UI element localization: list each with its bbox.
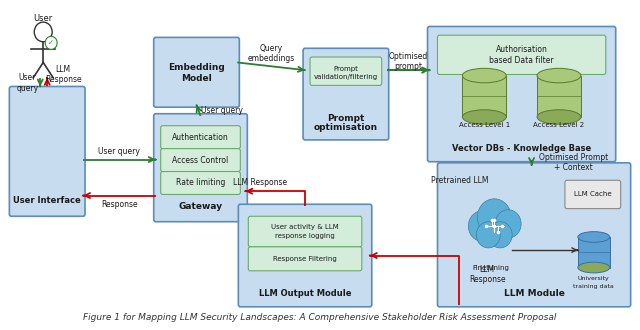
Circle shape [45,36,57,49]
FancyBboxPatch shape [154,37,239,107]
Text: optimisation: optimisation [314,123,378,132]
Text: LLM Cache: LLM Cache [574,191,612,197]
FancyBboxPatch shape [238,204,372,307]
Text: Access Level 2: Access Level 2 [533,122,584,128]
FancyBboxPatch shape [303,48,388,140]
Circle shape [477,199,511,236]
Ellipse shape [462,68,506,83]
FancyBboxPatch shape [248,216,362,247]
Text: training data: training data [573,283,614,288]
Text: University: University [578,276,610,281]
Circle shape [468,211,496,241]
Text: LLM Module: LLM Module [504,289,564,298]
FancyBboxPatch shape [428,26,616,162]
Text: Finetuning: Finetuning [473,265,509,271]
Text: LLM Output Module: LLM Output Module [259,289,351,298]
Bar [537,76,581,117]
Text: Optimised
prompt: Optimised prompt [388,52,428,71]
Text: Embedding: Embedding [168,63,225,72]
Text: Access Control: Access Control [172,155,228,165]
Text: LLM
Response: LLM Response [45,65,81,84]
Ellipse shape [537,68,581,83]
Bar [462,76,506,117]
Text: LLM Response: LLM Response [233,178,287,187]
Text: Model: Model [181,74,212,83]
Text: Access Level 1: Access Level 1 [459,122,510,128]
Text: Query
embeddings: Query embeddings [248,44,295,63]
FancyBboxPatch shape [565,180,621,209]
Text: response logging: response logging [275,233,335,239]
Text: Figure 1 for Mapping LLM Security Landscapes: A Comprehensive Stakeholder Risk A: Figure 1 for Mapping LLM Security Landsc… [83,313,557,322]
Ellipse shape [578,232,610,242]
FancyBboxPatch shape [438,35,605,75]
Text: User activity & LLM: User activity & LLM [271,224,339,230]
FancyBboxPatch shape [438,163,630,307]
Text: Vector DBs - Knowledge Base: Vector DBs - Knowledge Base [452,144,591,153]
Text: based Data filter: based Data filter [490,56,554,65]
Circle shape [488,222,512,248]
Ellipse shape [462,110,506,124]
Circle shape [476,222,500,248]
FancyBboxPatch shape [161,148,241,172]
Text: Prompt: Prompt [333,66,358,72]
Circle shape [35,22,52,42]
Text: Gateway: Gateway [179,202,223,211]
Text: User query: User query [99,148,140,156]
Text: Rate limiting: Rate limiting [176,179,225,187]
Text: Response: Response [101,200,138,209]
Text: User: User [33,14,53,23]
FancyBboxPatch shape [154,114,247,222]
Ellipse shape [537,110,581,124]
Text: Pretrained LLM: Pretrained LLM [431,176,488,185]
FancyBboxPatch shape [310,57,381,85]
Text: Authorisation: Authorisation [496,45,548,54]
Text: Authentication: Authentication [172,133,229,142]
Text: Response Filtering: Response Filtering [273,256,337,262]
Circle shape [495,210,521,238]
Bar [578,237,610,268]
Ellipse shape [578,262,610,273]
Text: Prompt: Prompt [327,114,365,123]
Text: User Interface: User Interface [13,196,81,206]
FancyBboxPatch shape [10,86,85,216]
Text: ✓: ✓ [48,40,54,46]
Text: Optimised Prompt
+ Context: Optimised Prompt + Context [539,152,608,172]
FancyBboxPatch shape [248,247,362,271]
Text: validation/filtering: validation/filtering [314,74,378,80]
Text: User
query: User query [16,74,38,93]
FancyBboxPatch shape [161,172,241,194]
Text: User query: User query [202,106,243,115]
FancyBboxPatch shape [161,126,241,148]
Text: LLM
Response: LLM Response [469,265,506,284]
